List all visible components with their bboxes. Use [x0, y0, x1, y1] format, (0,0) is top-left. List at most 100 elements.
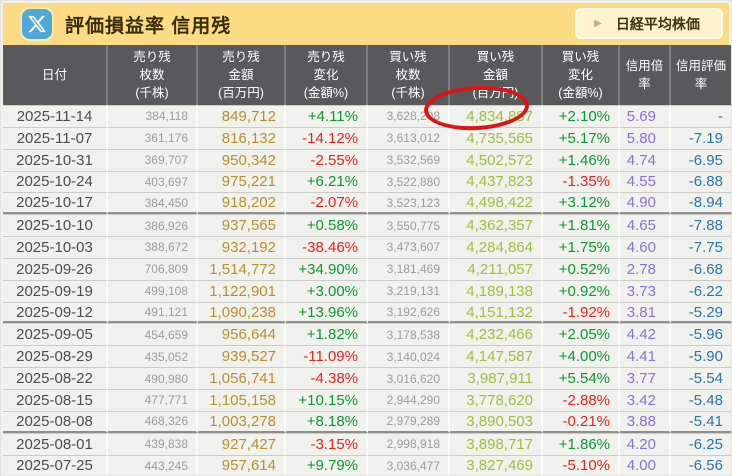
col-header-sell-change: 売り残 変化 (金額%) [286, 45, 368, 105]
cell-buy-qty: 3,016,620 [368, 367, 450, 389]
cell-buy-amount: 3,890,503 [450, 410, 543, 433]
cell-eval-rate: -6.68 [671, 257, 731, 280]
cell-buy-amount: 4,189,138 [450, 279, 543, 302]
cell-sell-change: -11.09% [286, 345, 368, 368]
cell-eval-rate: -6.88 [671, 170, 731, 193]
x-logo-icon[interactable] [22, 9, 52, 39]
cell-buy-qty: 3,140,024 [368, 345, 450, 368]
cell-margin-ratio: 4.00 [620, 454, 671, 475]
cell-sell-change: +1.82% [286, 323, 368, 346]
cell-buy-qty: 3,192,626 [368, 301, 450, 324]
cell-date: 2025-08-22 [3, 367, 108, 389]
cell-sell-amount: 956,644 [198, 323, 286, 346]
cell-buy-amount: 3,827,469 [450, 454, 543, 475]
cell-eval-rate: -5.29 [671, 301, 731, 324]
cell-sell-amount: 1,056,741 [198, 367, 286, 389]
table-body: 2025-11-14 384,118 849,712 +4.11% 3,628,… [3, 105, 731, 475]
cell-sell-qty: 384,450 [108, 192, 198, 215]
cell-sell-change: -4.38% [286, 367, 368, 389]
nikkei-average-button[interactable]: ▶ 日経平均株価 [575, 8, 723, 39]
cell-margin-ratio: 3.42 [620, 388, 671, 411]
cell-sell-change: +9.79% [286, 454, 368, 475]
cell-buy-change: +5.54% [543, 367, 620, 389]
cell-buy-change: +4.00% [543, 345, 620, 368]
col-header-buy-qty: 買い残 枚数 (千株) [368, 45, 450, 105]
cell-eval-rate: -5.96 [671, 323, 731, 346]
cell-date: 2025-10-17 [3, 192, 108, 215]
cell-buy-qty: 3,219,131 [368, 279, 450, 302]
cell-buy-qty: 2,944,290 [368, 388, 450, 411]
cell-sell-qty: 369,707 [108, 148, 198, 171]
cell-eval-rate: - [671, 105, 731, 127]
table-row: 2025-10-17 384,450 918,202 -2.07% 3,523,… [3, 192, 731, 215]
cell-margin-ratio: 4.41 [620, 345, 671, 368]
cell-date: 2025-11-07 [3, 126, 108, 149]
cell-buy-change: -2.88% [543, 388, 620, 411]
cell-eval-rate: -6.25 [671, 432, 731, 455]
cell-date: 2025-09-19 [3, 279, 108, 302]
cell-sell-amount: 975,221 [198, 170, 286, 193]
cell-buy-qty: 3,178,538 [368, 323, 450, 346]
cell-buy-qty: 3,550,775 [368, 214, 450, 237]
cell-eval-rate: -7.75 [671, 236, 731, 258]
cell-buy-change: -1.92% [543, 301, 620, 324]
col-header-margin-ratio: 信用倍率 [620, 45, 671, 105]
cell-sell-amount: 816,132 [198, 126, 286, 149]
table-row: 2025-08-15 477,771 1,105,158 +10.15% 2,9… [3, 388, 731, 411]
table-row: 2025-07-25 443,245 957,614 +9.79% 3,036,… [3, 454, 731, 475]
cell-buy-amount: 4,151,132 [450, 301, 543, 324]
cell-buy-amount: 4,362,357 [450, 214, 543, 237]
cell-eval-rate: -6.56 [671, 454, 731, 475]
cell-buy-change: +1.46% [543, 148, 620, 171]
cell-margin-ratio: 4.74 [620, 148, 671, 171]
cell-sell-qty: 499,108 [108, 279, 198, 302]
cell-buy-change: +5.17% [543, 126, 620, 149]
cell-sell-amount: 1,003,278 [198, 410, 286, 433]
cell-buy-qty: 3,628,208 [368, 105, 450, 127]
cell-buy-qty: 3,036,477 [368, 454, 450, 475]
cell-buy-change: -1.35% [543, 170, 620, 193]
cell-buy-qty: 3,181,469 [368, 257, 450, 280]
cell-eval-rate: -6.95 [671, 148, 731, 171]
cell-margin-ratio: 3.77 [620, 367, 671, 389]
cell-sell-change: +6.21% [286, 170, 368, 193]
cell-sell-change: +13.96% [286, 301, 368, 324]
cell-buy-qty: 2,979,289 [368, 410, 450, 433]
cell-sell-change: +4.11% [286, 105, 368, 127]
cell-margin-ratio: 4.55 [620, 170, 671, 193]
cell-buy-change: +0.92% [543, 279, 620, 302]
cell-sell-amount: 939,527 [198, 345, 286, 368]
cell-buy-change: -5.10% [543, 454, 620, 475]
cell-date: 2025-10-10 [3, 214, 108, 237]
nikkei-average-button-label: 日経平均株価 [615, 15, 700, 32]
cell-buy-qty: 2,998,918 [368, 432, 450, 455]
cell-margin-ratio: 4.90 [620, 192, 671, 215]
cell-buy-amount: 4,437,823 [450, 170, 543, 193]
cell-sell-amount: 1,514,772 [198, 257, 286, 280]
cell-buy-change: -0.21% [543, 410, 620, 433]
table-header: 日付 売り残 枚数 (千株) 売り残 金額 (百万円) 売り残 変化 (金額%)… [3, 45, 731, 105]
table-row: 2025-11-07 361,176 816,132 -14.12% 3,613… [3, 126, 731, 149]
cell-buy-change: +3.12% [543, 192, 620, 215]
cell-margin-ratio: 3.81 [620, 301, 671, 324]
table-row: 2025-08-01 439,838 927,427 -3.15% 2,998,… [3, 432, 731, 455]
table-row: 2025-10-31 369,707 950,342 -2.55% 3,532,… [3, 148, 731, 171]
cell-date: 2025-08-08 [3, 410, 108, 433]
cell-buy-change: +1.86% [543, 432, 620, 455]
cell-buy-change: +1.81% [543, 214, 620, 237]
cell-buy-qty: 3,522,880 [368, 170, 450, 193]
cell-sell-qty: 468,326 [108, 410, 198, 433]
cell-date: 2025-08-15 [3, 388, 108, 411]
cell-eval-rate: -5.41 [671, 410, 731, 433]
cell-date: 2025-10-03 [3, 236, 108, 258]
cell-sell-change: -3.15% [286, 432, 368, 455]
cell-sell-qty: 477,771 [108, 388, 198, 411]
cell-buy-amount: 4,834,887 [450, 105, 543, 127]
cell-margin-ratio: 4.65 [620, 214, 671, 237]
cell-eval-rate: -6.22 [671, 279, 731, 302]
cell-buy-amount: 4,735,565 [450, 126, 543, 149]
cell-sell-qty: 435,052 [108, 345, 198, 368]
cell-date: 2025-09-12 [3, 301, 108, 324]
cell-buy-amount: 3,778,620 [450, 388, 543, 411]
